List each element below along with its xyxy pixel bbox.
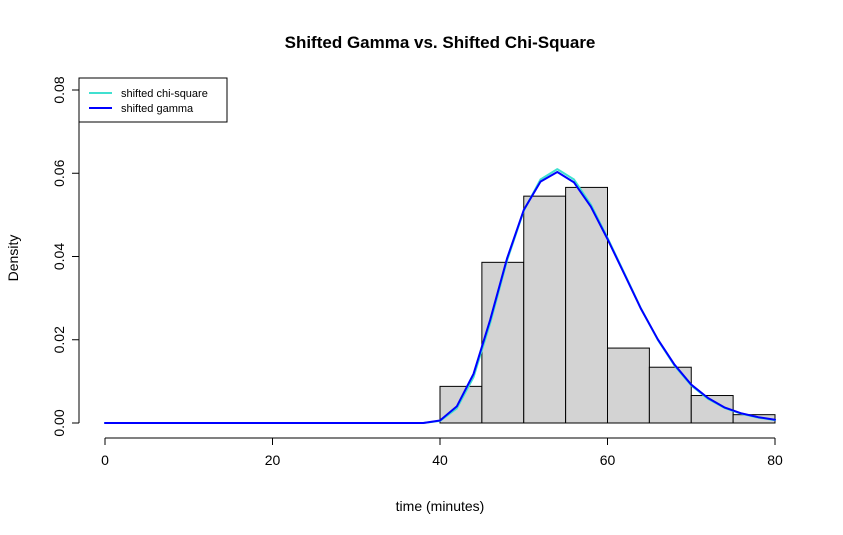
x-tick-label-0: 0 <box>101 452 109 468</box>
x-tick-label-4: 80 <box>767 452 783 468</box>
histogram-bar-5 <box>648 366 692 424</box>
density-curves <box>104 168 776 424</box>
histogram-bar-0 <box>439 385 483 424</box>
chart-title: Shifted Gamma vs. Shifted Chi-Square <box>285 33 596 52</box>
x-tick-label-3: 60 <box>600 452 616 468</box>
histogram-bars <box>439 186 776 424</box>
x-axis: 0 20 40 60 80 <box>101 437 783 468</box>
y-tick-label-2: 0.04 <box>51 243 67 270</box>
legend-box <box>78 77 228 123</box>
histogram-bar-4 <box>607 347 650 424</box>
series-line-shifted-gamma <box>104 171 776 424</box>
histogram-bar-2 <box>523 195 567 424</box>
legend-label-shifted-chi-square: shifted chi-square <box>121 88 208 100</box>
legend-label-shifted-gamma: shifted gamma <box>121 103 194 115</box>
y-tick-label-3: 0.06 <box>51 159 67 186</box>
y-axis-label: Density <box>5 235 21 282</box>
histogram-bar-3 <box>565 186 608 424</box>
y-axis: 0.00 0.02 0.04 0.06 0.08 <box>51 76 80 437</box>
x-axis-label: time (minutes) <box>396 498 485 514</box>
x-tick-label-1: 20 <box>265 452 281 468</box>
y-tick-label-4: 0.08 <box>51 76 67 103</box>
histogram-bar-1 <box>481 261 525 424</box>
y-tick-label-0: 0.00 <box>51 409 67 436</box>
legend: shifted chi-square shifted gamma <box>78 77 228 123</box>
x-tick-label-2: 40 <box>432 452 448 468</box>
y-tick-label-1: 0.02 <box>51 326 67 353</box>
